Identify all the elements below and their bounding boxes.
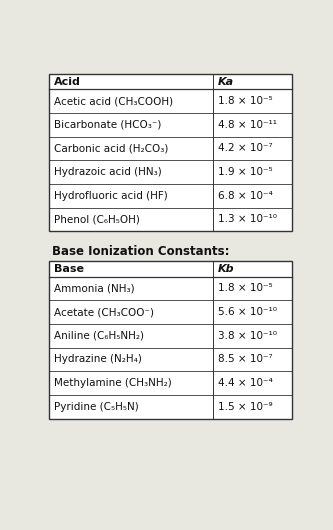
Text: 1.8 × 10⁻⁵: 1.8 × 10⁻⁵ bbox=[218, 284, 272, 294]
Text: 1.3 × 10⁻¹⁰: 1.3 × 10⁻¹⁰ bbox=[218, 215, 277, 225]
Text: 1.8 × 10⁻⁵: 1.8 × 10⁻⁵ bbox=[218, 96, 272, 106]
Text: 1.9 × 10⁻⁵: 1.9 × 10⁻⁵ bbox=[218, 167, 272, 177]
Text: 5.6 × 10⁻¹⁰: 5.6 × 10⁻¹⁰ bbox=[218, 307, 277, 317]
Text: Bicarbonate (HCO₃⁻): Bicarbonate (HCO₃⁻) bbox=[54, 120, 162, 130]
Text: Base Ionization Constants:: Base Ionization Constants: bbox=[52, 245, 229, 259]
Text: Ammonia (NH₃): Ammonia (NH₃) bbox=[54, 284, 135, 294]
Text: 4.8 × 10⁻¹¹: 4.8 × 10⁻¹¹ bbox=[218, 120, 277, 130]
Text: Pyridine (C₅H₅N): Pyridine (C₅H₅N) bbox=[54, 402, 139, 412]
Text: Hydrofluoric acid (HF): Hydrofluoric acid (HF) bbox=[54, 191, 168, 201]
Text: Ka: Ka bbox=[218, 76, 234, 86]
Text: Hydrazine (N₂H₄): Hydrazine (N₂H₄) bbox=[54, 355, 142, 365]
Text: Phenol (C₆H₅OH): Phenol (C₆H₅OH) bbox=[54, 215, 140, 225]
Text: Acetate (CH₃COO⁻): Acetate (CH₃COO⁻) bbox=[54, 307, 154, 317]
Text: 3.8 × 10⁻¹⁰: 3.8 × 10⁻¹⁰ bbox=[218, 331, 277, 341]
Text: 1.5 × 10⁻⁹: 1.5 × 10⁻⁹ bbox=[218, 402, 272, 412]
Text: Carbonic acid (H₂CO₃): Carbonic acid (H₂CO₃) bbox=[54, 144, 168, 154]
Text: 8.5 × 10⁻⁷: 8.5 × 10⁻⁷ bbox=[218, 355, 272, 365]
Text: Acid: Acid bbox=[54, 76, 81, 86]
Text: Aniline (C₆H₅NH₂): Aniline (C₆H₅NH₂) bbox=[54, 331, 144, 341]
Text: Kb: Kb bbox=[218, 264, 234, 274]
Text: Hydrazoic acid (HN₃): Hydrazoic acid (HN₃) bbox=[54, 167, 162, 177]
Text: 4.4 × 10⁻⁴: 4.4 × 10⁻⁴ bbox=[218, 378, 273, 388]
Text: Acetic acid (CH₃COOH): Acetic acid (CH₃COOH) bbox=[54, 96, 173, 106]
Text: 4.2 × 10⁻⁷: 4.2 × 10⁻⁷ bbox=[218, 144, 272, 154]
Text: Base: Base bbox=[54, 264, 84, 274]
Text: 6.8 × 10⁻⁴: 6.8 × 10⁻⁴ bbox=[218, 191, 273, 201]
Text: Methylamine (CH₃NH₂): Methylamine (CH₃NH₂) bbox=[54, 378, 172, 388]
